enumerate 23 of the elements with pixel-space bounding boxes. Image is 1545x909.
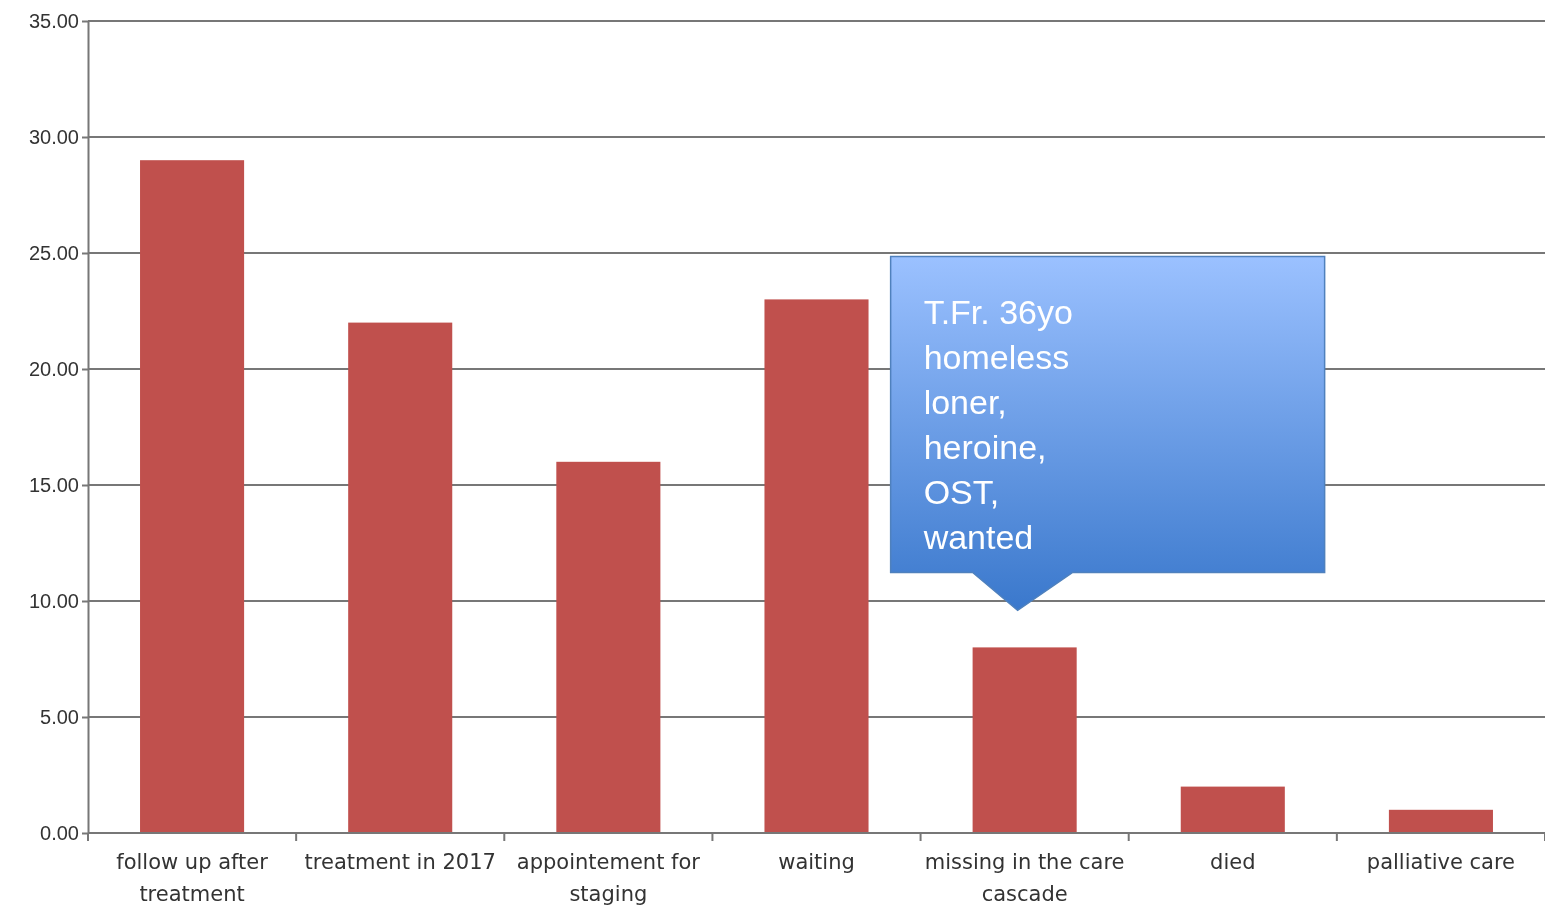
x-tick-label: appointement for staging xyxy=(516,850,701,906)
bar xyxy=(1388,809,1493,833)
y-tick-label: 30.00 xyxy=(28,125,79,148)
x-tick-label: waiting xyxy=(778,850,855,874)
y-tick-label: 15.00 xyxy=(28,473,79,496)
y-tick-label: 35.00 xyxy=(28,9,79,32)
x-tick-label: treatment in 2017 xyxy=(304,850,496,874)
x-tick-label: missing in the care cascade xyxy=(924,850,1125,906)
y-tick-label: 10.00 xyxy=(28,589,79,612)
y-tick-label: 20.00 xyxy=(28,357,79,380)
bar xyxy=(764,299,869,833)
x-tick-label: follow up after treatment xyxy=(116,850,269,906)
bar xyxy=(556,461,661,833)
x-tick-label: palliative care xyxy=(1366,850,1516,874)
y-tick-label: 5.00 xyxy=(40,705,79,728)
bar xyxy=(140,160,245,833)
bar xyxy=(1180,786,1285,833)
annotation: T.Fr. 36yo homeless loner, heroine, OST, wanted xyxy=(922,293,1073,557)
y-tick-label: 25.00 xyxy=(28,241,79,264)
bar xyxy=(348,322,453,833)
bar xyxy=(972,647,1077,833)
x-tick-label: died xyxy=(1210,850,1256,874)
y-tick-label: 0.00 xyxy=(40,821,79,844)
